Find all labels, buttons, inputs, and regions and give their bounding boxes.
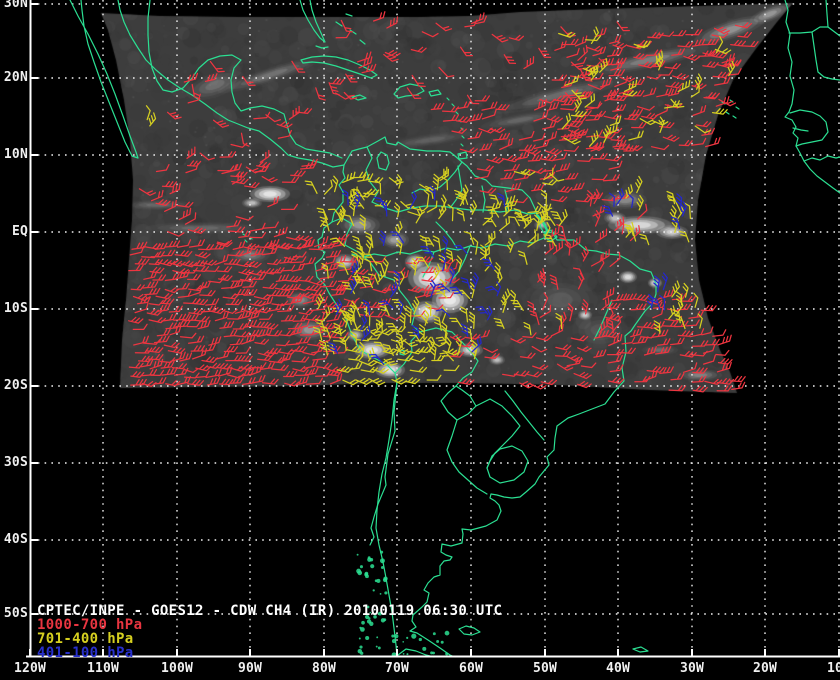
wind-barbs-low-level-layer (128, 11, 759, 393)
product-title: CPTEC/INPE - GOES12 - CDW CH4 (IR) 20100… (37, 603, 503, 619)
legend-high-level: 401-100 hPa (37, 645, 134, 661)
grid-layer (31, 0, 840, 655)
legend-low-level: 1000-700 hPa (37, 617, 143, 633)
legend-mid-level: 701-400 hPa (37, 631, 134, 647)
coastlines-layer (69, 0, 840, 658)
axis-frame (26, 0, 840, 658)
wind-barbs-high-level-layer (328, 185, 687, 366)
